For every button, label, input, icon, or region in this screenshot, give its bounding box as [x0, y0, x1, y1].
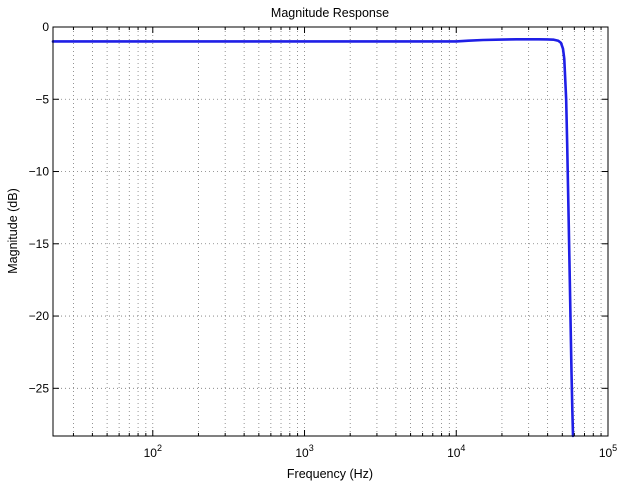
ticks: 0 −5 −10 −15 −20 −25 102 103 104 105	[29, 20, 618, 460]
y-axis-label: Magnitude (dB)	[6, 188, 20, 273]
plot-frame	[52, 26, 609, 437]
x-tick-label: 105	[599, 443, 617, 460]
y-tick-label: −20	[29, 309, 50, 323]
chart-title: Magnitude Response	[271, 6, 389, 20]
plot-area	[53, 27, 608, 436]
y-tick-label: 0	[42, 20, 49, 34]
y-tick-label: −15	[29, 237, 50, 251]
x-tick-label: 102	[144, 443, 162, 460]
x-tick-label: 103	[295, 443, 313, 460]
series-line-1	[51, 37, 575, 438]
y-tick-label: −25	[29, 381, 50, 395]
grid	[53, 27, 608, 436]
y-tick-label: −10	[29, 165, 50, 179]
y-tick-label: −5	[35, 92, 49, 106]
series-layer	[51, 37, 575, 438]
x-axis-label: Frequency (Hz)	[287, 467, 373, 481]
x-tick-label: 104	[447, 443, 465, 460]
